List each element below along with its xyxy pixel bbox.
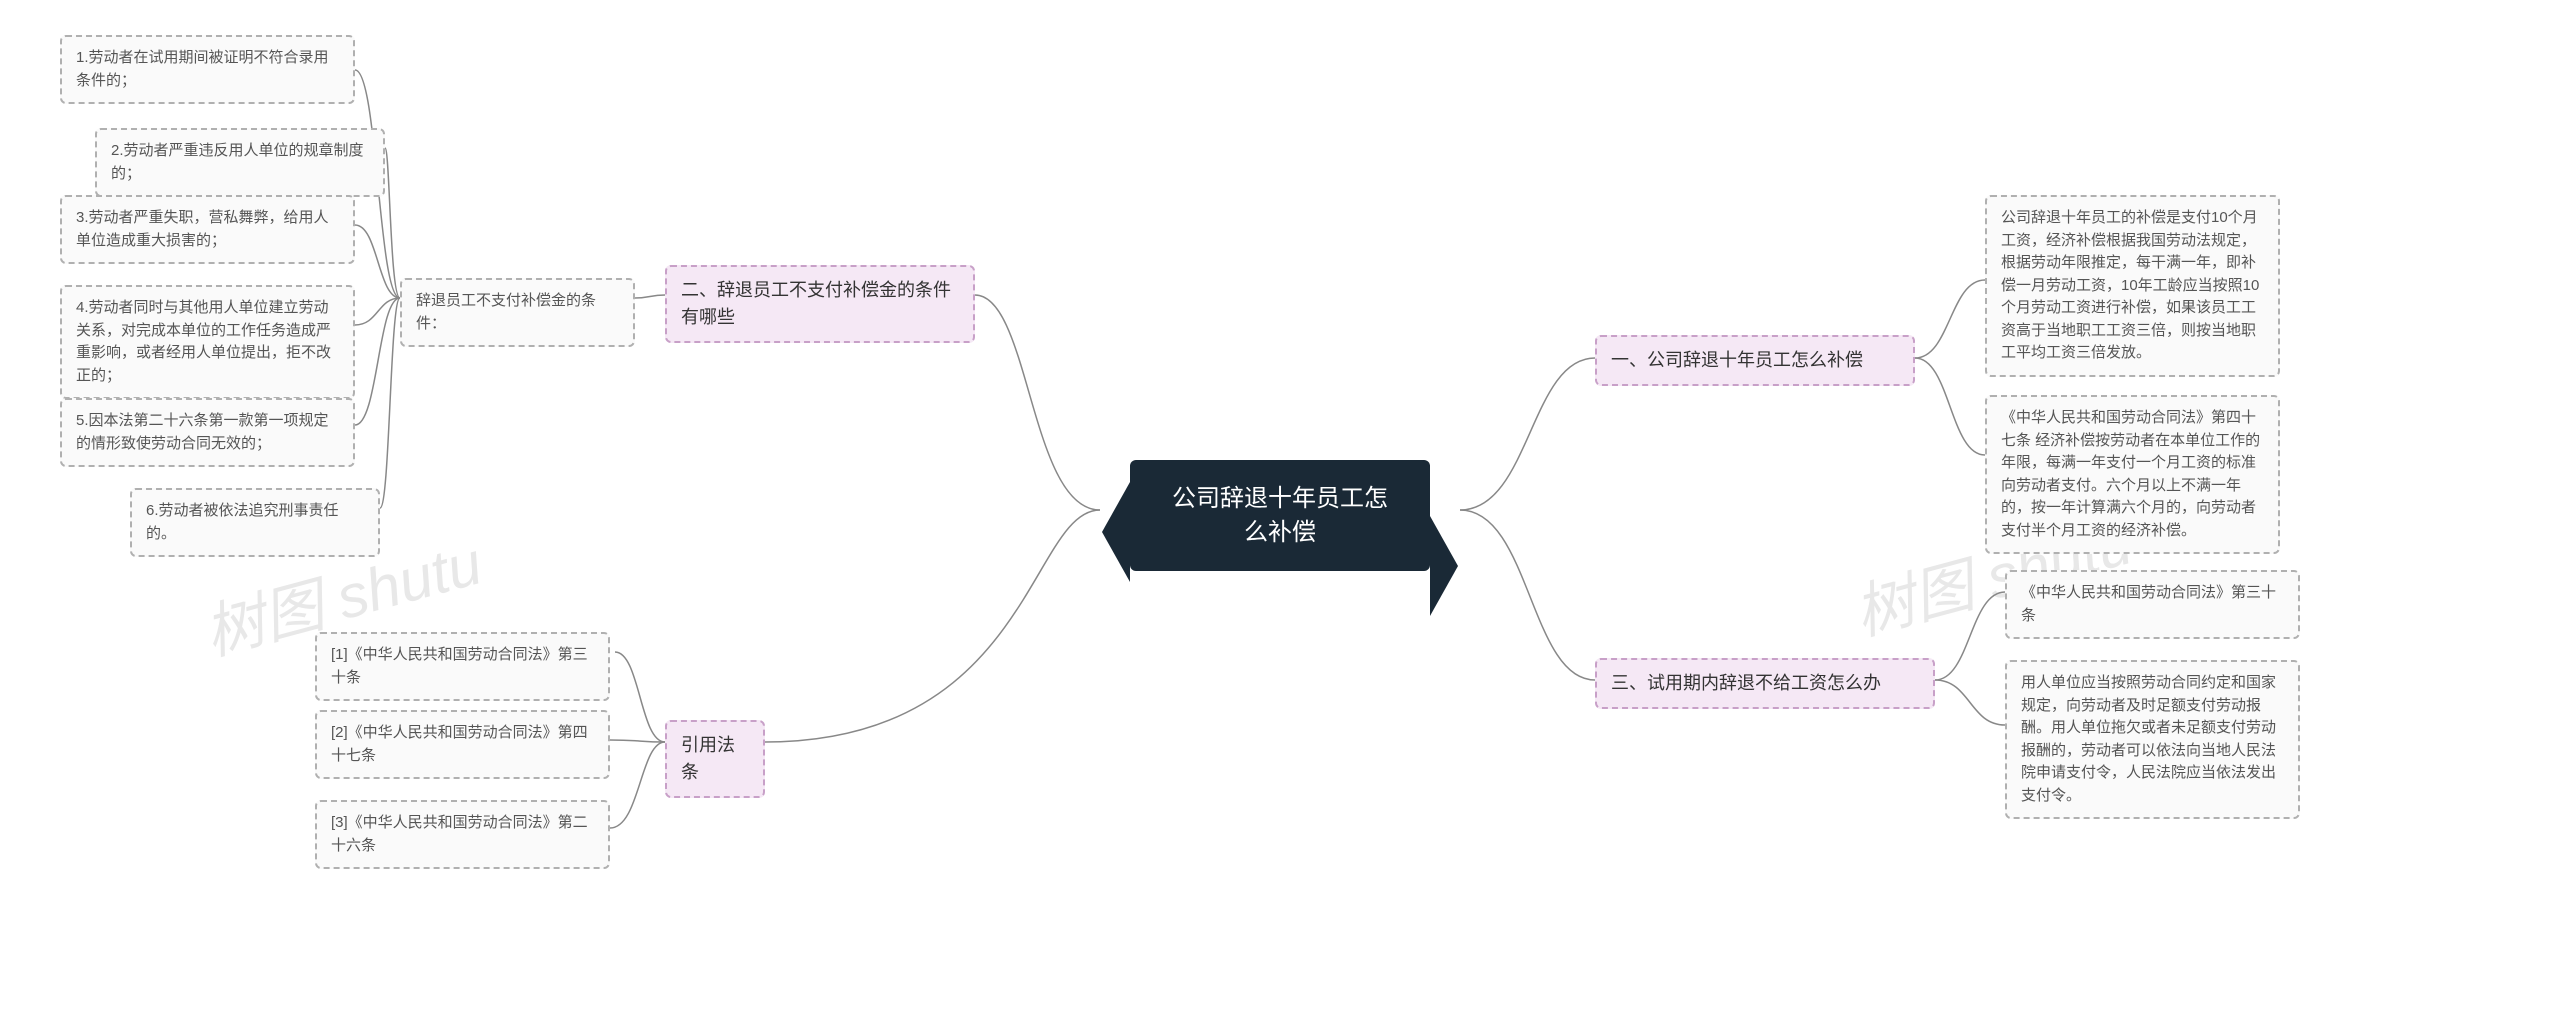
- branch-right-1: 一、公司辞退十年员工怎么补偿: [1595, 335, 1915, 386]
- left1-child-4: 5.因本法第二十六条第一款第一项规定的情形致使劳动合同无效的；: [60, 398, 355, 467]
- branch-right-2: 三、试用期内辞退不给工资怎么办: [1595, 658, 1935, 709]
- left1-child-0: 1.劳动者在试用期间被证明不符合录用条件的；: [60, 35, 355, 104]
- left2-child-0: [1]《中华人民共和国劳动合同法》第三十条: [315, 632, 610, 701]
- branch-left-1: 二、辞退员工不支付补偿金的条件有哪些: [665, 265, 975, 343]
- right1-child-1: 《中华人民共和国劳动合同法》第四十七条 经济补偿按劳动者在本单位工作的年限，每满…: [1985, 395, 2280, 554]
- branch-left-2: 引用法条: [665, 720, 765, 798]
- left2-child-2: [3]《中华人民共和国劳动合同法》第二十六条: [315, 800, 610, 869]
- right2-child-1: 用人单位应当按照劳动合同约定和国家规定，向劳动者及时足额支付劳动报酬。用人单位拖…: [2005, 660, 2300, 819]
- left1-child-2: 3.劳动者严重失职，营私舞弊，给用人单位造成重大损害的；: [60, 195, 355, 264]
- left1-mid: 辞退员工不支付补偿金的条件：: [400, 278, 635, 347]
- left1-child-1: 2.劳动者严重违反用人单位的规章制度的；: [95, 128, 385, 197]
- right1-child-0: 公司辞退十年员工的补偿是支付10个月工资，经济补偿根据我国劳动法规定，根据劳动年…: [1985, 195, 2280, 377]
- root-node: 公司辞退十年员工怎么补偿: [1130, 460, 1430, 571]
- left2-child-1: [2]《中华人民共和国劳动合同法》第四十七条: [315, 710, 610, 779]
- right2-child-0: 《中华人民共和国劳动合同法》第三十条: [2005, 570, 2300, 639]
- left1-child-5: 6.劳动者被依法追究刑事责任的。: [130, 488, 380, 557]
- left1-child-3: 4.劳动者同时与其他用人单位建立劳动关系，对完成本单位的工作任务造成严重影响，或…: [60, 285, 355, 399]
